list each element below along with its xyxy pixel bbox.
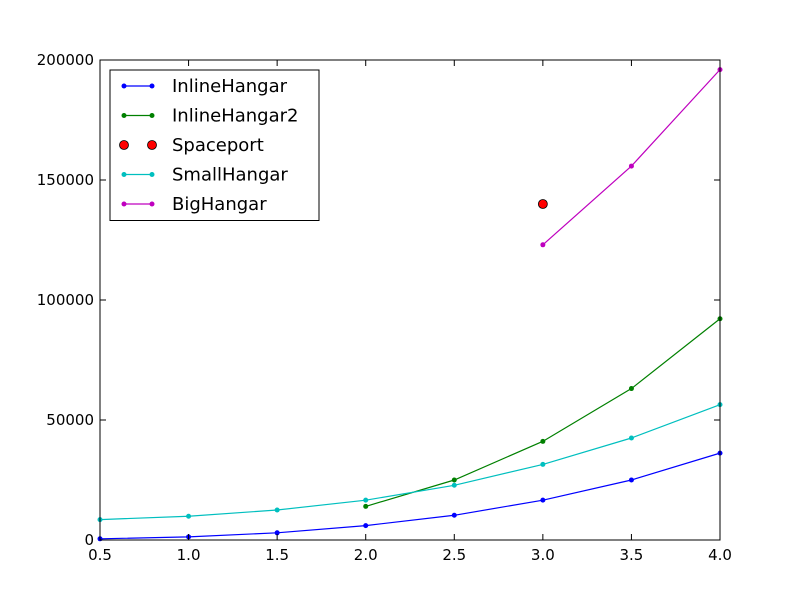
legend-label: SmallHangar (172, 165, 288, 186)
legend-marker (121, 201, 127, 207)
legend-marker (149, 113, 155, 118)
legend-item-bighangar: BigHangar (121, 194, 267, 215)
series-smallhangar (97, 402, 723, 523)
y-tick-label: 0 (84, 531, 94, 549)
data-point-bighangar (540, 242, 546, 248)
data-point-spaceport (537, 199, 548, 209)
series-inlinehangar2 (363, 316, 723, 509)
legend-marker (149, 172, 155, 177)
legend-marker (149, 83, 155, 89)
legend-item-inlinehangar: InlineHangar (121, 76, 288, 97)
axis-ticks: 0.5 1.0 1.5 2.0 2.5 3.0 3.5 4.0 0 50000 100000 1500… (37, 51, 732, 564)
legend-box (109, 69, 320, 221)
series-spaceport (537, 199, 548, 209)
x-tick-label: 0.5 (88, 546, 112, 564)
data-point-inlinehangar (540, 497, 546, 503)
legend-marker (149, 201, 155, 207)
legend-marker (121, 172, 127, 177)
legend-label: InlineHangar (172, 76, 288, 97)
series-bighangar (540, 67, 723, 248)
legend-label: InlineHangar2 (172, 106, 298, 127)
data-point-bighangar (628, 163, 634, 169)
legend-label: Spaceport (172, 135, 264, 156)
y-tick-label: 200000 (37, 51, 94, 69)
series-line-bighangar (542, 69, 721, 246)
series-line-inlinehangar (99, 452, 721, 540)
x-tick-label: 2.5 (442, 546, 466, 564)
data-point-inlinehangar (363, 523, 369, 529)
y-tick-label: 150000 (37, 171, 94, 189)
data-point-inlinehangar2 (363, 503, 369, 509)
x-tick-label: 4.0 (708, 546, 732, 564)
data-point-smallhangar (451, 482, 457, 488)
x-tick-label: 2.0 (354, 546, 378, 564)
legend-label: BigHangar (172, 194, 267, 215)
legend-item-spaceport: Spaceport (119, 135, 264, 156)
data-point-inlinehangar (451, 512, 457, 518)
series-inlinehangar (97, 450, 723, 542)
legend-item-inlinehangar2: InlineHangar2 (121, 106, 298, 127)
data-point-smallhangar (540, 461, 546, 467)
data-point-inlinehangar (274, 530, 280, 536)
legend-marker (121, 113, 127, 118)
series-line-inlinehangar2 (365, 318, 721, 507)
data-point-smallhangar (186, 513, 192, 519)
data-point-inlinehangar2 (628, 386, 634, 392)
data-point-smallhangar (628, 435, 634, 441)
x-tick-label: 1.5 (265, 546, 289, 564)
x-tick-label: 3.0 (531, 546, 555, 564)
series-line-smallhangar (99, 404, 721, 521)
legend-item-smallhangar: SmallHangar (121, 165, 288, 186)
x-tick-label: 3.5 (619, 546, 643, 564)
data-point-inlinehangar2 (540, 438, 546, 444)
y-tick-label: 50000 (46, 411, 94, 429)
y-tick-label: 100000 (37, 291, 94, 309)
legend-marker (147, 140, 157, 150)
data-point-inlinehangar (628, 477, 634, 483)
legend: InlineHangar InlineHangar2 Spaceport SmallH… (109, 69, 320, 221)
data-point-inlinehangar2 (451, 477, 457, 483)
x-tick-label: 1.0 (177, 546, 201, 564)
legend-marker (121, 83, 127, 89)
data-point-smallhangar (274, 507, 280, 513)
series-layer (97, 67, 723, 542)
legend-marker (119, 140, 129, 150)
data-point-smallhangar (363, 497, 369, 503)
